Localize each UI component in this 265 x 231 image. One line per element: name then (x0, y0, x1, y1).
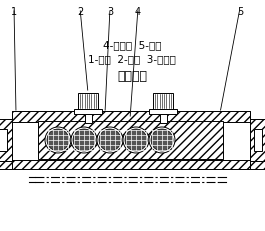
Text: 2: 2 (77, 7, 83, 17)
Bar (0, 161, 12, 169)
Bar (0, 119, 12, 161)
Circle shape (123, 128, 149, 153)
Bar (254, 129, 262, 151)
Circle shape (99, 129, 121, 151)
Circle shape (151, 129, 173, 151)
Text: 4: 4 (135, 7, 141, 17)
Circle shape (73, 129, 95, 151)
Text: 3: 3 (107, 7, 113, 17)
Circle shape (149, 128, 175, 153)
Bar (12, 112, 250, 122)
Bar (78, 94, 98, 109)
Bar (149, 109, 177, 115)
Text: 1: 1 (11, 7, 17, 17)
Text: 预热部件: 预热部件 (117, 70, 147, 83)
Bar (153, 94, 173, 109)
Bar (74, 109, 102, 115)
Text: 5: 5 (237, 7, 243, 17)
Bar (12, 160, 250, 169)
Text: 4-电热管  5-底膜: 4-电热管 5-底膜 (103, 40, 161, 50)
Bar (250, 161, 265, 169)
Circle shape (47, 129, 69, 151)
Circle shape (45, 128, 71, 153)
Circle shape (125, 129, 147, 151)
Circle shape (97, 128, 123, 153)
Bar (0, 129, 7, 151)
Bar (85, 115, 91, 123)
Bar (160, 115, 166, 123)
Bar (12, 112, 250, 169)
Circle shape (71, 128, 97, 153)
Bar (38, 122, 223, 159)
Text: 1-罩体  2-螺杆  3-发热板: 1-罩体 2-螺杆 3-发热板 (88, 54, 176, 64)
Bar (250, 119, 265, 161)
